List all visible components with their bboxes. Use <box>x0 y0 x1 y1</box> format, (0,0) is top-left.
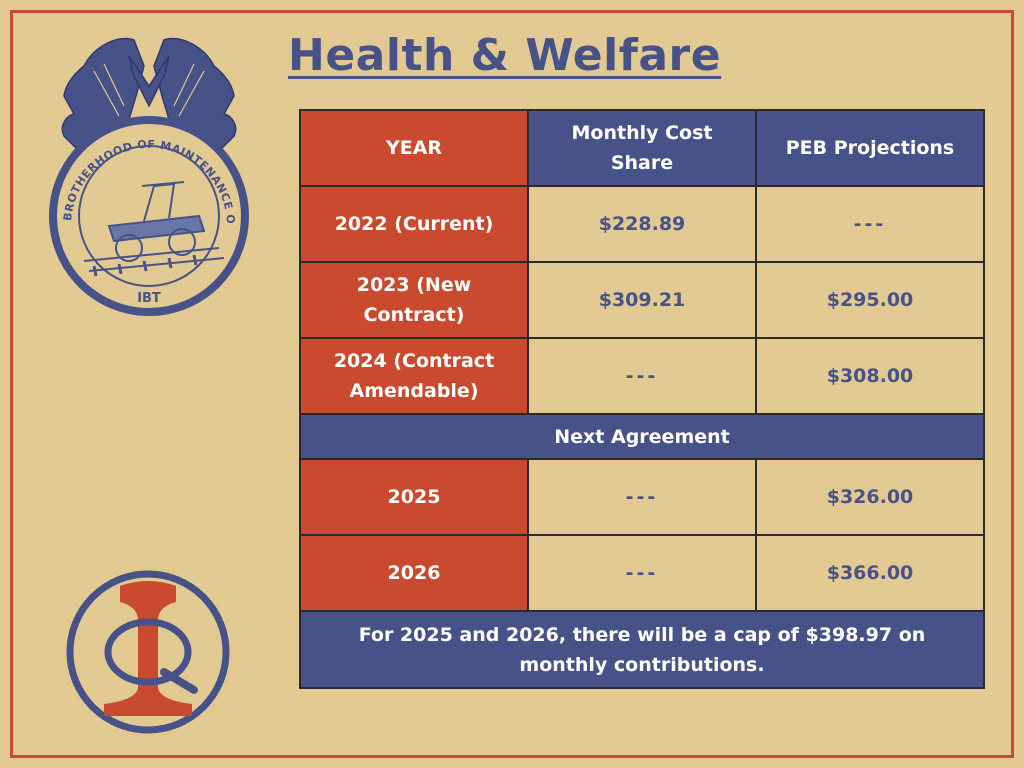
peb-cell: $366.00 <box>755 534 985 612</box>
cost-share-cell: --- <box>527 458 757 536</box>
next-agreement-row: Next Agreement <box>299 413 985 460</box>
qi-rail-logo-icon <box>66 570 230 734</box>
page-title: Health & Welfare <box>288 30 722 81</box>
seal-bottom-text: IBT <box>137 291 161 306</box>
year-cell: 2022 (Current) <box>299 185 529 263</box>
header-year: YEAR <box>299 109 529 187</box>
table-row: 2025 --- $326.00 <box>299 458 985 536</box>
page-frame <box>10 10 1014 758</box>
cost-share-cell: $228.89 <box>527 185 757 263</box>
year-cell: 2024 (Contract Amendable) <box>299 337 529 415</box>
peb-cell: $326.00 <box>755 458 985 536</box>
next-agreement-label: Next Agreement <box>299 413 985 460</box>
table-row: 2024 (Contract Amendable) --- $308.00 <box>299 337 985 415</box>
health-welfare-table: YEAR Monthly Cost Share PEB Projections … <box>299 109 985 689</box>
cost-share-cell: --- <box>527 337 757 415</box>
footnote-row: For 2025 and 2026, there will be a cap o… <box>299 610 985 689</box>
year-cell: 2023 (New Contract) <box>299 261 529 339</box>
table-row: 2022 (Current) $228.89 --- <box>299 185 985 263</box>
year-cell: 2026 <box>299 534 529 612</box>
header-peb-projections: PEB Projections <box>755 109 985 187</box>
table-row: 2026 --- $366.00 <box>299 534 985 612</box>
peb-cell: $308.00 <box>755 337 985 415</box>
peb-cell: --- <box>755 185 985 263</box>
bmwed-seal-icon: BROTHERHOOD OF MAINTENANCE OF WAY EMPLOY… <box>24 26 249 316</box>
cost-share-cell: $309.21 <box>527 261 757 339</box>
year-cell: 2025 <box>299 458 529 536</box>
cost-share-cell: --- <box>527 534 757 612</box>
table-header-row: YEAR Monthly Cost Share PEB Projections <box>299 109 985 187</box>
table-row: 2023 (New Contract) $309.21 $295.00 <box>299 261 985 339</box>
header-monthly-cost-share: Monthly Cost Share <box>527 109 757 187</box>
cap-footnote: For 2025 and 2026, there will be a cap o… <box>299 610 985 689</box>
peb-cell: $295.00 <box>755 261 985 339</box>
